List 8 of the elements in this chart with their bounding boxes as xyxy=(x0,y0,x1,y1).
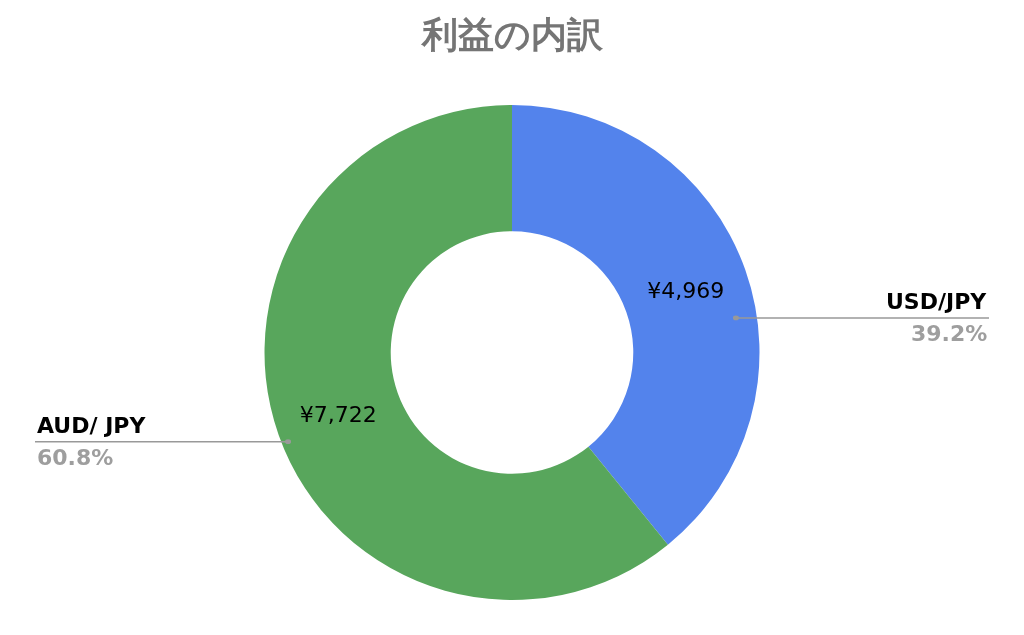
text: 60.8% xyxy=(37,445,114,470)
chart-title: 利益の内訳 xyxy=(419,14,604,56)
text: 39.2% xyxy=(911,321,988,346)
data-label: ¥7,722 xyxy=(299,401,377,427)
donut-slice xyxy=(512,105,760,545)
slice-label: AUD/ JPY xyxy=(37,413,147,438)
slice-label: USD/JPY xyxy=(886,289,988,314)
data-label: ¥4,969 xyxy=(647,278,725,304)
